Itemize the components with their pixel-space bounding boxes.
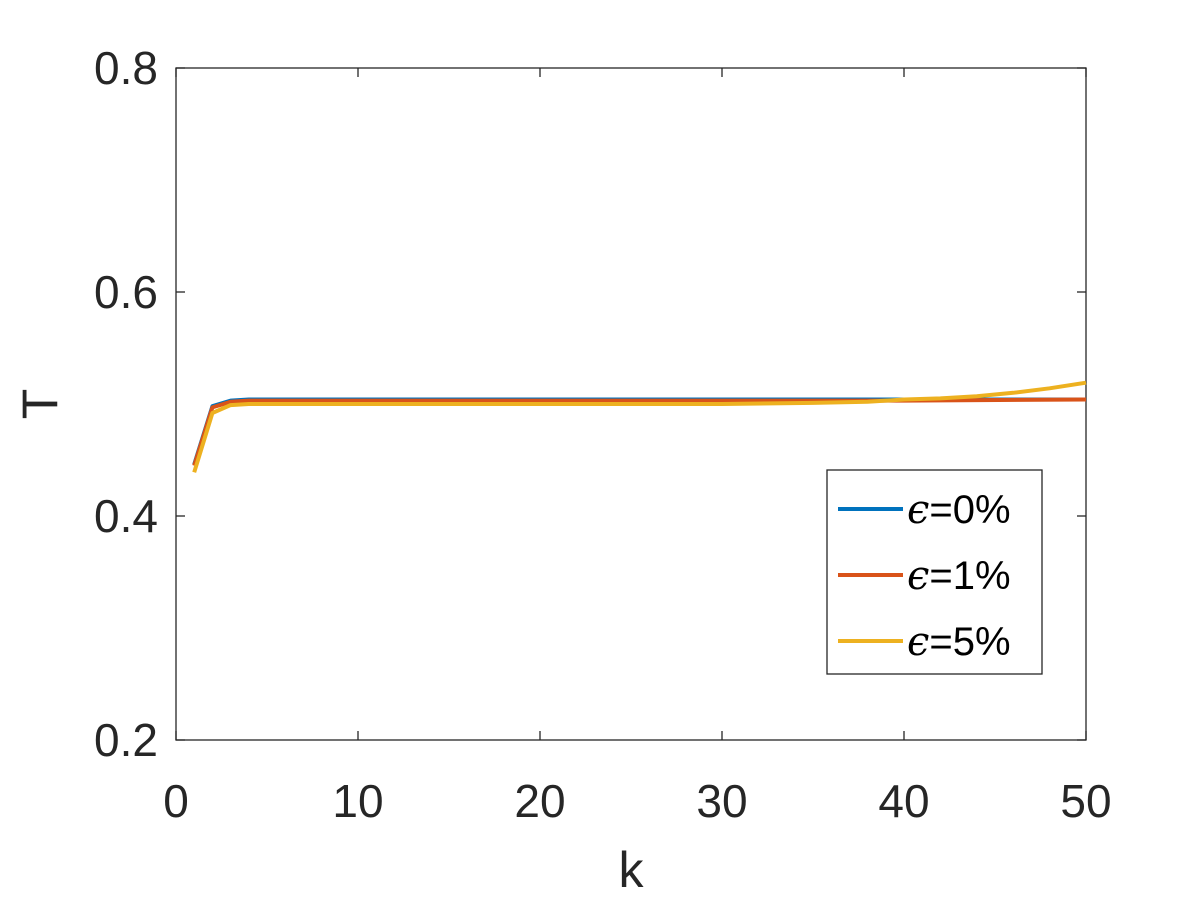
legend: ϵ=0%ϵ=1%ϵ=5%	[826, 469, 1043, 675]
series-line-3	[192, 380, 1087, 473]
x-axis-label: k	[619, 842, 645, 898]
x-tick-label: 40	[878, 775, 929, 827]
x-tick-label: 20	[514, 775, 565, 827]
legend-epsilon-symbol: ϵ	[907, 619, 929, 665]
legend-epsilon-symbol: ϵ	[907, 487, 929, 533]
series-layer	[192, 380, 1087, 473]
x-tick-label: 0	[163, 775, 189, 827]
x-tick-label: 30	[696, 775, 747, 827]
legend-value: =5%	[929, 620, 1010, 664]
legend-entry-2: ϵ=1%	[907, 553, 1011, 599]
legend-entry-1: ϵ=0%	[907, 487, 1011, 533]
legend-epsilon-symbol: ϵ	[907, 553, 929, 599]
series-line-2	[192, 397, 1087, 467]
legend-entry-3: ϵ=5%	[907, 619, 1011, 665]
legend-value: =0%	[929, 488, 1010, 532]
x-tick-label: 10	[332, 775, 383, 827]
y-axis-label: T	[12, 389, 68, 420]
ticks: 0 10 20 30 40 50 0.2 0.4 0.6 0.8	[94, 42, 1112, 827]
y-tick-label: 0.8	[94, 42, 158, 94]
y-tick-label: 0.2	[94, 714, 158, 766]
x-tick-label: 50	[1060, 775, 1111, 827]
legend-value: =1%	[929, 554, 1010, 598]
y-tick-label: 0.4	[94, 490, 158, 542]
y-tick-label: 0.6	[94, 266, 158, 318]
